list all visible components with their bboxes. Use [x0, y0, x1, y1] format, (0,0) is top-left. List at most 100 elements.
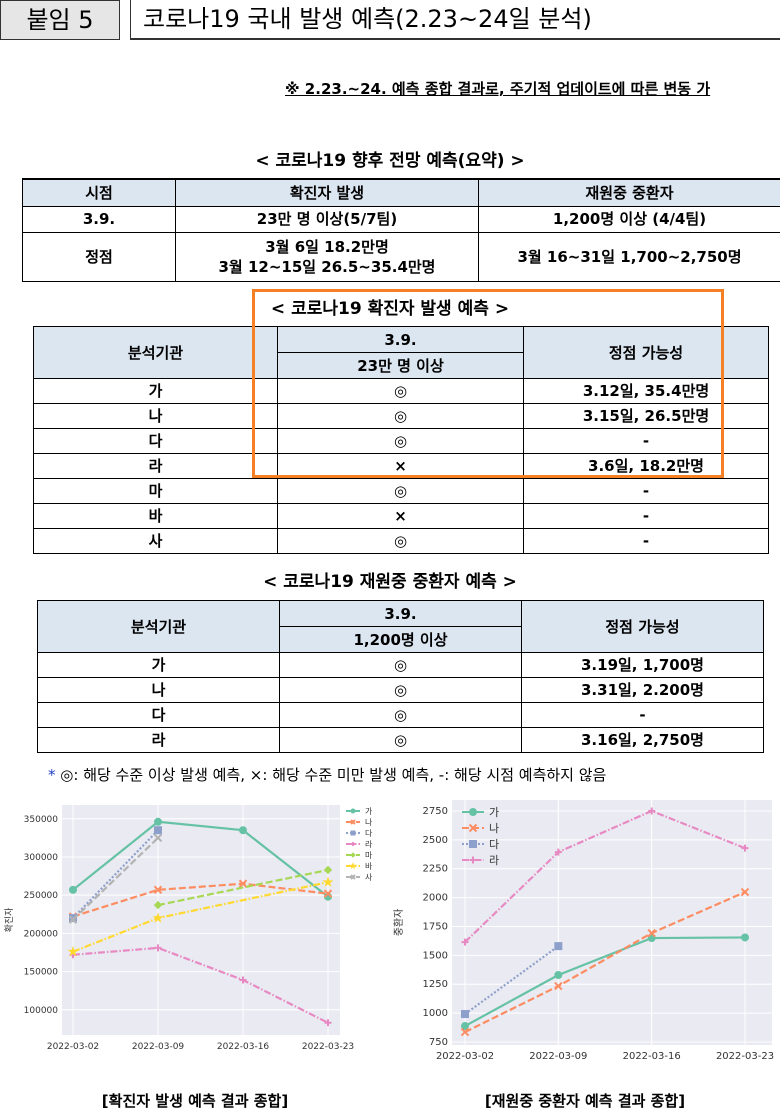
- legend-marker: [468, 823, 478, 833]
- series-line: [464, 945, 559, 1015]
- row: 라 ◎ 3.16일, 2,750명: [37, 727, 764, 753]
- legend-marker: [350, 819, 356, 825]
- series-line: [464, 809, 746, 943]
- row: 바 × -: [33, 503, 769, 529]
- series-line: [464, 936, 746, 1028]
- cell: ◎: [279, 727, 522, 753]
- chart-caption: [확진자 발생 예측 결과 종합]: [101, 1092, 289, 1110]
- y-tick-label: 1000: [423, 1008, 448, 1019]
- cell: ×: [277, 503, 524, 529]
- cell: 3.19일, 1,700명: [521, 652, 764, 678]
- chart-caption: [재원중 중환자 예측 결과 종합]: [484, 1092, 686, 1110]
- cell: 사: [33, 528, 278, 554]
- cell: 3.15일, 26.5만명: [523, 403, 769, 429]
- legend-label: 나: [365, 818, 373, 827]
- row: 다 ◎ -: [37, 702, 764, 728]
- cell: 3월 16~31일 1,700~2,750명: [478, 231, 780, 282]
- point: [69, 914, 77, 923]
- cell-line: 3.9.: [82, 210, 116, 228]
- row: 사 ◎ -: [33, 528, 769, 554]
- point: [461, 1022, 469, 1031]
- series-line: [72, 946, 329, 1024]
- cell: 라: [37, 727, 280, 753]
- point: [461, 1010, 469, 1019]
- header-row: 분석기관 3.9. 정점 가능성: [37, 600, 764, 653]
- header-cell: 확진자 발생: [175, 178, 479, 207]
- cell: 3월 6일 18.2만명 3월 12~15일 26.5~35.4만명: [175, 231, 479, 282]
- y-tick-label: 100000: [24, 1006, 59, 1016]
- series-line: [464, 891, 746, 1034]
- legend-label: 가: [489, 806, 499, 819]
- x-tick-label: 2022-03-02: [47, 1042, 99, 1052]
- y-axis-label: 확진자: [3, 907, 15, 933]
- y-tick-label: 350000: [24, 815, 59, 825]
- summary-table: 시점 확진자 발생 재원중 중환자 3.9. 23만 명 이상(5/7팀) 1,200명 …: [22, 178, 780, 282]
- header-cell: 1,200명 이상: [279, 626, 522, 653]
- point: [153, 833, 163, 843]
- legend-label: 가: [365, 807, 373, 816]
- point: [648, 807, 656, 815]
- point: [153, 900, 163, 910]
- point: [324, 1019, 332, 1027]
- cell: ◎: [277, 528, 524, 554]
- cell-line: 23만 명 이상(5/7팀): [256, 210, 398, 228]
- series-line: [72, 882, 329, 918]
- cell-line: 3월 12~15일 26.5~35.4만명: [218, 257, 436, 276]
- row: 3.9. 23만 명 이상(5/7팀) 1,200명 이상 (4/4팀): [22, 205, 780, 233]
- y-axis-label: 중환자: [393, 909, 405, 937]
- series-line: [157, 868, 329, 907]
- cell: 3.16일, 2,750명: [521, 727, 764, 753]
- cell: 나: [33, 403, 278, 429]
- legend-marker: [351, 842, 355, 846]
- legend-label: 나: [489, 822, 499, 835]
- y-tick-label: 2500: [423, 835, 448, 846]
- cell: 정점: [22, 231, 176, 282]
- row: 가 ◎ 3.19일, 1,700명: [37, 652, 764, 678]
- cell: 바: [33, 503, 278, 529]
- point: [154, 944, 162, 952]
- y-tick-label: 200000: [24, 929, 59, 939]
- table: 분석기관 3.9. 정점 가능성 1,200명 이상 가 ◎ 3.19일, 1,700명 나 ◎…: [37, 600, 764, 753]
- cell: 1,200명 이상 (4/4팀): [478, 205, 780, 233]
- point: [647, 934, 656, 943]
- cell: ◎: [277, 403, 524, 429]
- highlight-box: [252, 289, 724, 478]
- header-cell: 3.9.: [279, 600, 522, 627]
- row: 정점 3월 6일 18.2만명 3월 12~15일 26.5~35.4만명 3월 16…: [22, 231, 780, 282]
- header-cell: 분석기관: [33, 326, 278, 379]
- header-row: 시점 확진자 발생 재원중 중환자: [22, 178, 780, 207]
- point: [154, 826, 162, 835]
- legend-label: 다: [365, 829, 373, 838]
- cell: 3.31일, 2.200명: [521, 677, 764, 703]
- table: 시점 확진자 발생 재원중 중환자 3.9. 23만 명 이상(5/7팀) 1,200명 …: [22, 178, 780, 282]
- point: [322, 876, 334, 887]
- appendix-label: 붙임 5: [0, 0, 120, 40]
- legend-marker: [350, 874, 356, 880]
- cell: 가: [33, 378, 278, 404]
- point: [740, 887, 750, 897]
- legend-marker: [350, 830, 356, 836]
- header-row: 분석기관 3.9. 정점 가능성: [33, 326, 769, 379]
- x-tick-label: 2022-03-16: [217, 1042, 270, 1052]
- point: [68, 915, 78, 924]
- x-tick-label: 2022-03-09: [132, 1042, 185, 1052]
- y-tick-label: 1500: [423, 950, 448, 961]
- point: [554, 942, 563, 951]
- series-line: [72, 829, 159, 919]
- y-tick-label: 750: [429, 1037, 448, 1048]
- point: [67, 945, 79, 957]
- cell: 마: [33, 478, 278, 504]
- legend-label: 사: [365, 873, 373, 882]
- point: [153, 885, 163, 895]
- y-tick-label: 2000: [423, 893, 448, 904]
- cell: 가: [37, 652, 280, 678]
- legend-label: 라: [365, 840, 373, 849]
- legend-label: 라: [489, 854, 499, 867]
- cell: 다: [33, 428, 278, 454]
- row: 나 ◎ 3.31일, 2.200명: [37, 677, 764, 703]
- table-title: < 코로나19 향후 전망 예측(요약) >: [255, 151, 525, 171]
- table-title: < 코로나19 재원중 중환자 예측 >: [263, 572, 517, 592]
- point: [460, 1027, 470, 1037]
- point: [239, 976, 247, 984]
- cell: ◎: [279, 702, 522, 728]
